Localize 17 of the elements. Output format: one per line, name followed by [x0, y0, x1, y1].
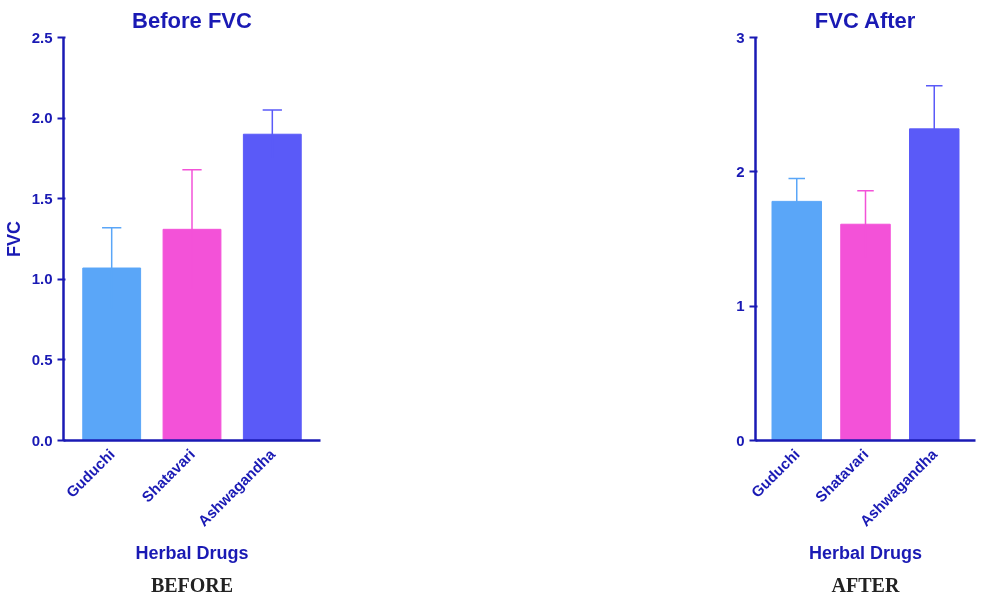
y-axis-title: FVC — [3, 221, 24, 257]
chart-title: Before FVC — [132, 7, 253, 33]
text: AFTER — [831, 573, 900, 596]
y-tick-label: 0 — [736, 431, 745, 449]
x-axis-title: Herbal Drugs — [808, 543, 923, 564]
text: BEFORE — [150, 573, 234, 596]
y-tick-label: 1.5 — [31, 189, 53, 207]
y-tick-label: 1.0 — [31, 270, 53, 288]
y-tick-label: 2 — [736, 162, 745, 180]
y-tick-label: 0.0 — [31, 431, 53, 449]
chart-title: FVC After — [814, 7, 916, 33]
y-tick-label: 3 — [736, 28, 745, 46]
y-tick-label: 2.5 — [31, 28, 53, 46]
y-tick-label: 2.0 — [31, 109, 53, 127]
y-tick-label: 1 — [736, 297, 745, 315]
x-axis-title: Herbal Drugs — [135, 543, 249, 564]
y-tick-label: 0.5 — [31, 350, 53, 368]
